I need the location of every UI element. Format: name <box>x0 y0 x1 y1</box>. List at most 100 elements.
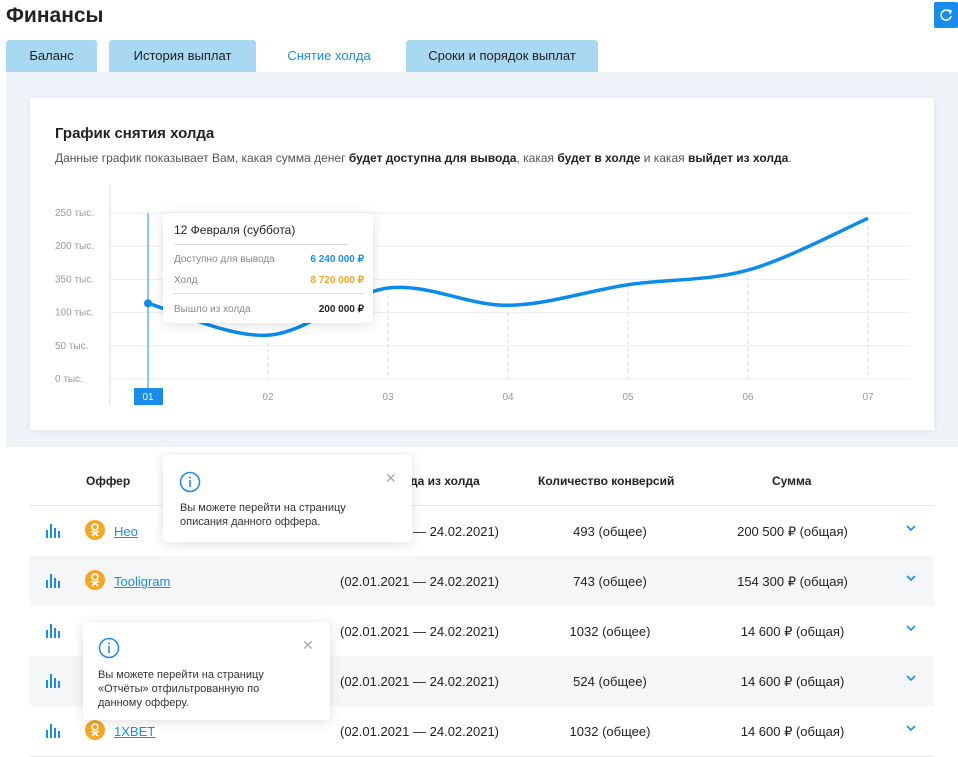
tab[interactable]: Баланс <box>6 40 97 72</box>
divider <box>174 293 364 294</box>
conversions: 1032 (общее) <box>569 624 651 639</box>
y-tick-label: 350 тыс. <box>55 274 94 285</box>
expand-button[interactable] <box>906 671 916 685</box>
y-tick-label: 200 тыс. <box>55 241 94 252</box>
expand-button[interactable] <box>906 521 916 535</box>
page-title: Финансы <box>6 4 104 27</box>
subtitle-part: будет доступна для вывода <box>348 151 517 165</box>
tooltip-label: Вышло из холда <box>174 304 251 315</box>
period: (02.01.2021 — 24.02.2021) <box>340 674 500 689</box>
subtitle-part: и какая <box>640 151 688 165</box>
tab[interactable]: Сроки и порядок выплат <box>406 40 598 72</box>
hint-popup: ✕ Вы можете перейти на страницу описания… <box>163 455 412 542</box>
subtitle-part: , какая <box>516 151 558 165</box>
expand-button[interactable] <box>906 571 916 585</box>
header-divider <box>30 505 934 506</box>
offer-link[interactable]: Tooligram <box>114 574 171 589</box>
hint-text: Вы можете перейти на страницу описания д… <box>180 502 346 528</box>
stats-icon[interactable] <box>46 624 62 641</box>
ok-logo <box>90 523 100 537</box>
ok-logo <box>90 723 100 737</box>
period: (02.01.2021 — 24.02.2021) <box>340 724 500 739</box>
subtitle-part: Данные график показывает Вам, какая сумм… <box>55 151 349 165</box>
y-tick-label: 250 тыс. <box>55 208 94 219</box>
conversions: 1032 (общее) <box>569 724 651 739</box>
subtitle-part: . <box>788 151 792 165</box>
period: (02.01.2021 — 24.02.2021) <box>340 574 500 589</box>
info-icon <box>98 637 120 659</box>
bars <box>46 674 60 688</box>
sum: 14 600 ₽ (общая) <box>740 624 845 639</box>
subtitle-part: будет в холде <box>557 151 641 165</box>
offer-link[interactable]: 1XBET <box>114 724 156 739</box>
conversions: 493 (общее) <box>573 524 647 539</box>
bars <box>46 624 60 638</box>
chevron <box>906 675 916 682</box>
chart-subtitle: Данные график показывает Вам, какая сумм… <box>55 151 792 165</box>
tooltip-value: 6 240 000 ₽ <box>310 254 364 265</box>
active-point <box>144 299 152 308</box>
offer-icon[interactable] <box>85 570 105 590</box>
subtitle-part: выйдет из холда <box>687 151 789 165</box>
offer-icon[interactable] <box>85 720 105 740</box>
chevron <box>906 525 916 532</box>
tooltip-label: Холд <box>174 275 198 286</box>
table-row: Tooligram (02.01.2021 — 24.02.2021) 743 (о… <box>30 556 934 607</box>
chevron <box>906 575 916 582</box>
stats-icon[interactable] <box>46 674 62 691</box>
y-tick-label: 100 тыс. <box>55 308 94 319</box>
x-tick-label: 06 <box>742 392 754 403</box>
x-tick-label: 01 <box>142 392 154 403</box>
offer-icon[interactable] <box>85 520 105 540</box>
chart-title: График снятия холда <box>55 125 215 142</box>
y-tick-label: 0 тыс. <box>55 374 83 385</box>
stats-icon[interactable] <box>46 724 62 741</box>
sum: 14 600 ₽ (общая) <box>740 674 845 689</box>
column-header: Сумма <box>772 474 812 488</box>
refresh-icon <box>940 9 952 21</box>
sum: 154 300 ₽ (общая) <box>737 574 848 589</box>
stats-icon[interactable] <box>46 524 62 541</box>
conversions: 743 (общее) <box>573 574 647 589</box>
x-tick-label: 07 <box>862 392 874 403</box>
ok-logo <box>90 573 100 587</box>
expand-button[interactable] <box>906 721 916 735</box>
period: (02.01.2021 — 24.02.2021) <box>340 624 500 639</box>
line-series <box>147 216 869 337</box>
conversions: 524 (общее) <box>573 674 647 689</box>
expand-button[interactable] <box>906 621 916 635</box>
y-tick-label: 50 тыс. <box>55 341 88 352</box>
bars <box>46 724 60 738</box>
chevron <box>906 625 916 632</box>
bars <box>46 524 60 538</box>
chevron <box>906 725 916 732</box>
close-button[interactable]: ✕ <box>302 637 314 653</box>
column-header: Оффер <box>86 474 131 488</box>
bars <box>46 574 60 588</box>
tab[interactable]: История выплат <box>109 40 256 72</box>
x-tick-label: 02 <box>262 392 274 403</box>
tooltip-value: 8 720 000 ₽ <box>310 275 364 286</box>
chart: 250 тыс. 200 тыс. 350 тыс. 100 тыс. 50 тыс. 0… <box>55 185 910 405</box>
x-tick-label: 03 <box>382 392 394 403</box>
chart-tooltip: 12 Февраля (суббота) Доступно для вывода… <box>163 213 373 323</box>
column-header: Количество конверсий <box>538 474 675 488</box>
info-icon <box>179 471 201 493</box>
stats-icon[interactable] <box>46 574 62 591</box>
x-tick-label: 04 <box>502 392 514 403</box>
refresh-button[interactable] <box>934 2 958 28</box>
x-tick-label: 05 <box>622 392 634 403</box>
tab[interactable]: Снятие холда <box>265 40 393 72</box>
tooltip-value: 200 000 ₽ <box>318 304 364 315</box>
hint-text: Вы можете перейти на страницу «Отчёты» о… <box>98 669 264 709</box>
sum: 14 600 ₽ (общая) <box>740 724 845 739</box>
x-label-badge <box>134 388 163 405</box>
hint-popup: ✕ Вы можете перейти на страницу «Отчёты»… <box>83 622 330 720</box>
tooltip-date: 12 Февраля (суббота) <box>174 223 296 237</box>
tooltip-label: Доступно для вывода <box>174 254 275 265</box>
column-header: да из холда <box>410 474 480 488</box>
close-button[interactable]: ✕ <box>385 470 397 486</box>
divider <box>174 244 349 245</box>
offer-link[interactable]: Нео <box>114 524 138 539</box>
